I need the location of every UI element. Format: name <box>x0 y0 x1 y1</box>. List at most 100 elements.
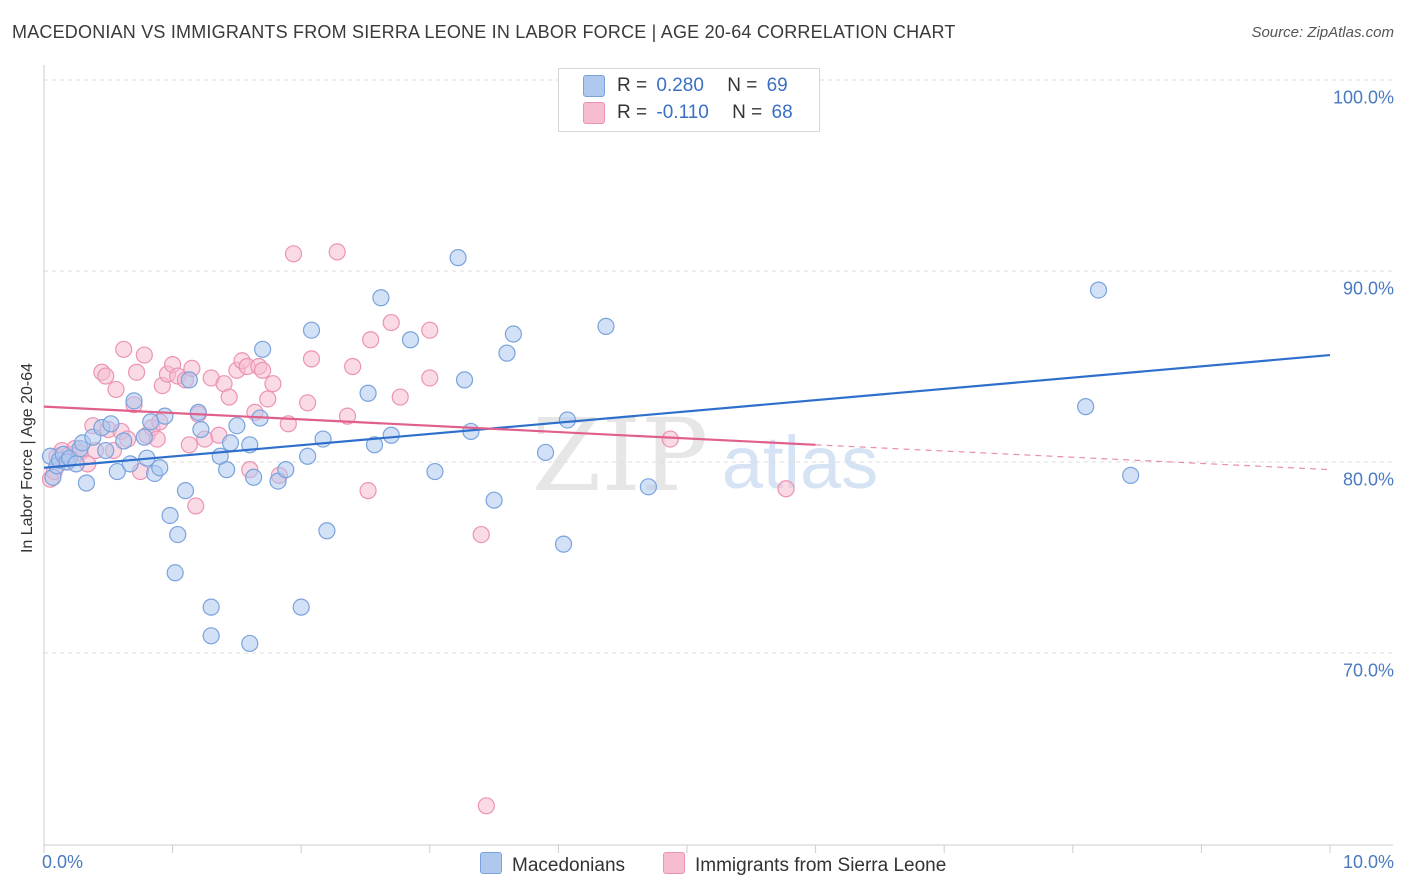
legend-r-value: -0.110 <box>656 102 709 123</box>
data-point-macedonian <box>125 392 143 410</box>
data-point-macedonian <box>156 407 174 425</box>
data-point-sierra-leone <box>254 361 272 379</box>
data-point-macedonian <box>228 417 246 435</box>
data-point-macedonian <box>192 420 210 439</box>
data-point-sierra-leone <box>382 313 400 332</box>
data-point-macedonian <box>1122 466 1140 484</box>
data-point-sierra-leone <box>359 482 377 500</box>
data-point-sierra-leone <box>180 436 198 454</box>
legend-swatch-blue <box>583 75 605 97</box>
trend-line-sierra-leone-extrapolated <box>815 444 1331 471</box>
data-point-sierra-leone <box>777 480 795 498</box>
data-point-macedonian <box>202 627 220 645</box>
data-point-macedonian <box>115 432 133 450</box>
data-point-macedonian <box>254 340 272 358</box>
data-point-macedonian <box>299 447 317 465</box>
data-point-macedonian <box>365 436 384 454</box>
data-point-macedonian <box>161 506 179 525</box>
data-point-macedonian <box>498 344 516 362</box>
data-point-macedonian <box>77 474 96 492</box>
data-point-macedonian <box>504 325 522 343</box>
data-point-macedonian <box>449 249 467 267</box>
data-point-macedonian <box>558 411 577 429</box>
data-point-macedonian <box>202 598 220 616</box>
trend-line-sierra-leone <box>43 405 816 446</box>
data-point-macedonian <box>245 468 263 486</box>
data-point-macedonian <box>151 459 169 477</box>
data-point-sierra-leone <box>135 346 153 364</box>
data-point-macedonian <box>372 289 390 307</box>
chart-title: MACEDONIAN VS IMMIGRANTS FROM SIERRA LEO… <box>12 22 956 42</box>
bottom-legend-macedonians: Macedonians <box>480 852 625 877</box>
data-point-macedonian <box>292 598 310 616</box>
data-point-macedonian <box>1077 398 1095 416</box>
data-point-macedonian <box>121 455 139 473</box>
data-point-macedonian <box>180 371 198 389</box>
data-point-macedonian <box>241 634 259 653</box>
data-point-sierra-leone <box>661 430 679 448</box>
data-point-macedonian <box>639 478 658 496</box>
legend-n-value: 68 <box>771 102 793 123</box>
y-tick-label-80: 80.0% <box>1342 469 1394 490</box>
data-point-macedonian <box>597 317 615 335</box>
data-point-macedonian <box>554 535 573 553</box>
data-point-macedonian <box>536 443 555 462</box>
data-point-macedonian <box>166 564 184 582</box>
data-point-sierra-leone <box>362 331 380 349</box>
y-tick-label-90: 90.0% <box>1342 278 1394 299</box>
data-point-macedonian <box>169 525 187 544</box>
data-point-macedonian <box>382 426 400 444</box>
data-point-sierra-leone <box>187 497 205 515</box>
legend-r-value: 0.280 <box>656 75 704 96</box>
data-point-macedonian <box>302 321 321 339</box>
trend-lines <box>43 353 1331 471</box>
data-point-sierra-leone <box>302 350 321 368</box>
data-point-sierra-leone <box>421 321 439 339</box>
y-tick-label-100: 100.0% <box>1332 87 1394 108</box>
data-point-sierra-leone <box>107 380 125 399</box>
trend-line-macedonians <box>43 353 1331 469</box>
data-point-macedonian <box>221 434 240 452</box>
data-point-macedonian <box>102 415 120 433</box>
data-point-sierra-leone <box>115 340 133 358</box>
data-point-sierra-leone <box>338 407 357 425</box>
bottom-legend-label: Immigrants from Sierra Leone <box>695 855 947 876</box>
legend-swatch-pink <box>583 102 605 124</box>
data-point-macedonian <box>359 384 377 402</box>
data-point-macedonian <box>176 482 195 500</box>
data-point-sierra-leone <box>284 245 303 263</box>
data-point-sierra-leone <box>127 363 146 381</box>
data-point-macedonian <box>401 331 420 349</box>
bottom-legend-swatch-pink <box>663 852 685 874</box>
source-label: Source: ZipAtlas.com <box>1251 24 1394 41</box>
bottom-legend-label: Macedonians <box>512 855 626 876</box>
x-tick-label-min: 0.0% <box>42 852 84 872</box>
data-point-sierra-leone <box>220 388 238 406</box>
y-tick-label-70: 70.0% <box>1342 660 1394 681</box>
data-point-macedonian <box>485 491 503 509</box>
axes <box>43 65 1393 853</box>
data-point-macedonian <box>1089 281 1108 299</box>
data-point-macedonian <box>455 371 474 389</box>
data-point-sierra-leone <box>97 367 115 385</box>
legend-r-label: R = <box>617 75 648 96</box>
series-sierra-leone <box>41 243 795 815</box>
data-point-macedonian <box>97 441 115 460</box>
data-point-macedonian <box>189 403 207 421</box>
legend-n-label: N = <box>732 102 763 123</box>
bottom-legend-swatch-blue <box>480 852 502 874</box>
data-point-macedonian <box>318 522 336 540</box>
watermark-zip: ZIP <box>532 397 708 514</box>
data-point-sierra-leone <box>264 375 282 393</box>
data-point-sierra-leone <box>259 390 277 408</box>
data-point-macedonian <box>426 462 444 481</box>
data-point-sierra-leone <box>344 357 362 376</box>
data-point-macedonian <box>108 462 126 481</box>
data-point-sierra-leone <box>391 388 409 406</box>
data-point-macedonian <box>218 461 236 479</box>
legend-r-label: R = <box>617 102 648 123</box>
data-point-macedonian <box>135 428 153 446</box>
correlation-legend: R = 0.280 N = 69 R = -0.110 N = 68 <box>558 68 820 132</box>
legend-n-value: 69 <box>766 75 788 96</box>
data-point-sierra-leone <box>299 394 317 412</box>
